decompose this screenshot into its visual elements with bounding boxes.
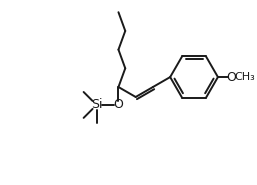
Text: CH₃: CH₃ [234, 72, 255, 82]
Text: O: O [114, 98, 123, 111]
Text: O: O [226, 70, 236, 84]
Text: Si: Si [91, 98, 102, 111]
